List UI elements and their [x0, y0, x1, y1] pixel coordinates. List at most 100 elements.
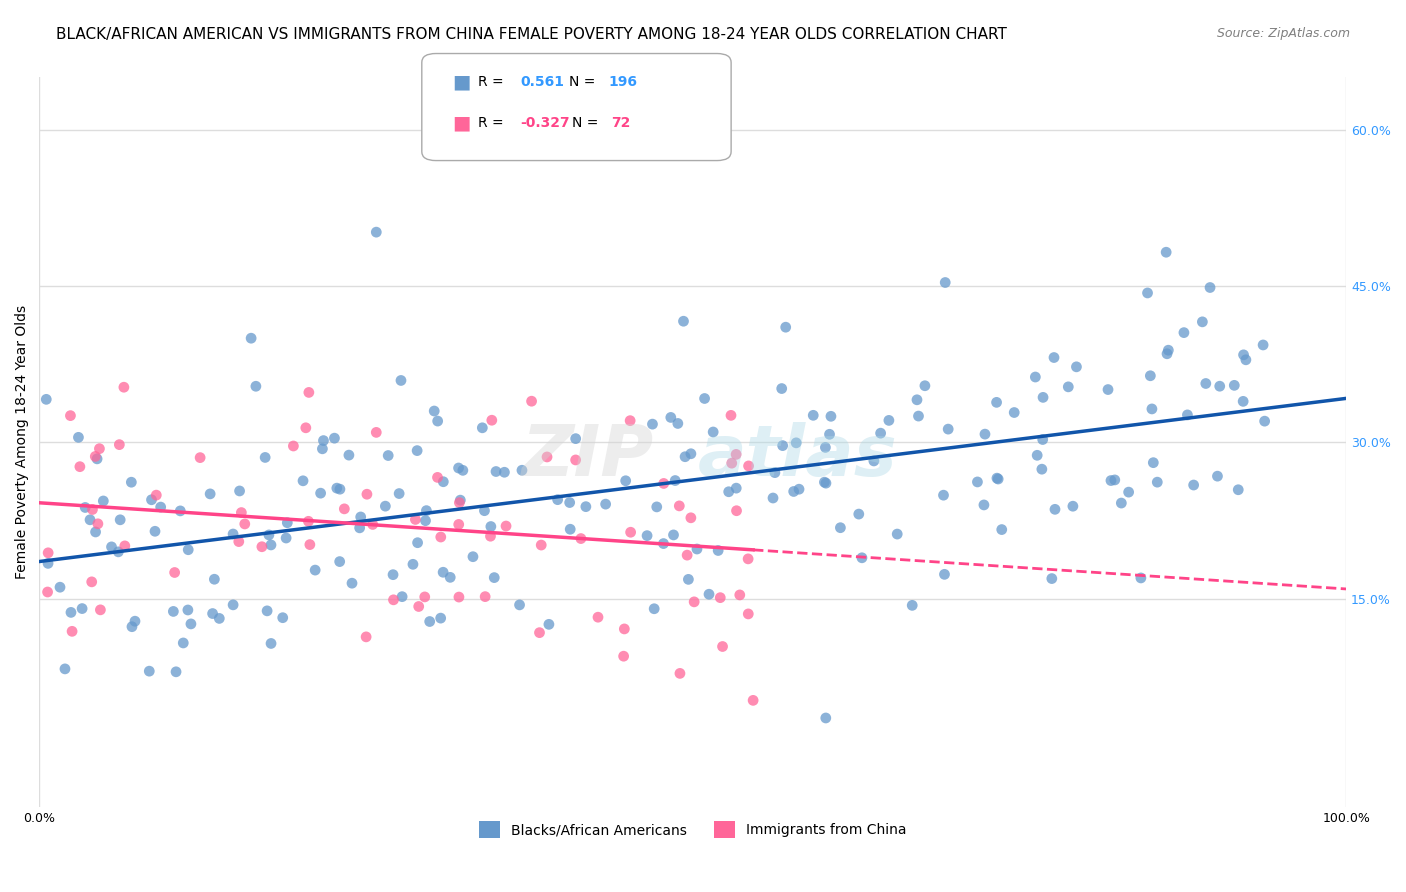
Immigrants from China — [228, 534, 250, 549]
Blacks/African Americans — [1097, 383, 1119, 397]
Immigrants from China — [297, 514, 319, 528]
Immigrants from China — [408, 599, 430, 614]
Blacks/African Americans — [509, 598, 531, 612]
Immigrants from China — [613, 622, 636, 636]
Blacks/African Americans — [340, 576, 363, 591]
Immigrants from China — [233, 516, 256, 531]
Blacks/African Americans — [59, 606, 82, 620]
Immigrants from China — [163, 566, 186, 580]
Immigrants from China — [668, 499, 690, 513]
Blacks/African Americans — [966, 475, 988, 489]
Immigrants from China — [69, 459, 91, 474]
Blacks/African Americans — [70, 601, 93, 615]
Immigrants from China — [114, 539, 136, 553]
Blacks/African Americans — [35, 392, 58, 407]
Blacks/African Americans — [1040, 572, 1063, 586]
Blacks/African Americans — [391, 590, 413, 604]
Blacks/African Americans — [990, 523, 1012, 537]
Blacks/African Americans — [641, 417, 664, 431]
Blacks/African Americans — [1232, 348, 1254, 362]
Blacks/African Americans — [67, 430, 90, 444]
Blacks/African Americans — [614, 474, 637, 488]
Blacks/African Americans — [697, 587, 720, 601]
Blacks/African Americans — [389, 374, 412, 388]
Blacks/African Americans — [914, 378, 936, 392]
Blacks/African Americans — [91, 494, 114, 508]
Blacks/African Americans — [702, 425, 724, 439]
Blacks/African Americans — [787, 482, 810, 496]
Immigrants from China — [530, 538, 553, 552]
Immigrants from China — [481, 413, 503, 427]
Blacks/African Americans — [260, 636, 283, 650]
Blacks/African Americans — [124, 614, 146, 628]
Blacks/African Americans — [149, 500, 172, 514]
Text: N =: N = — [569, 75, 596, 89]
Blacks/African Americans — [848, 507, 870, 521]
Immigrants from China — [447, 517, 470, 532]
Blacks/African Americans — [1173, 326, 1195, 340]
Text: Source: ZipAtlas.com: Source: ZipAtlas.com — [1216, 27, 1350, 40]
Blacks/African Americans — [1223, 378, 1246, 392]
Blacks/African Americans — [1177, 408, 1199, 422]
Immigrants from China — [231, 506, 253, 520]
Blacks/African Americans — [1043, 502, 1066, 516]
Blacks/African Americans — [636, 528, 658, 542]
Immigrants from China — [679, 510, 702, 524]
Immigrants from China — [60, 624, 83, 639]
Immigrants from China — [82, 502, 104, 516]
Immigrants from China — [295, 421, 318, 435]
Blacks/African Americans — [564, 432, 586, 446]
Immigrants from China — [333, 501, 356, 516]
Immigrants from China — [426, 470, 449, 484]
Blacks/African Americans — [1195, 376, 1218, 391]
Blacks/African Americans — [537, 617, 560, 632]
Blacks/African Americans — [643, 601, 665, 615]
Blacks/African Americans — [820, 409, 842, 424]
Blacks/African Americans — [1157, 343, 1180, 358]
Blacks/African Americans — [53, 662, 76, 676]
Blacks/African Americans — [165, 665, 187, 679]
Immigrants from China — [676, 548, 699, 562]
Immigrants from China — [737, 607, 759, 621]
Blacks/African Americans — [323, 431, 346, 445]
Blacks/African Americans — [311, 442, 333, 456]
Immigrants from China — [683, 595, 706, 609]
Blacks/African Americans — [439, 570, 461, 584]
Blacks/African Americans — [208, 611, 231, 625]
Blacks/African Americans — [485, 465, 508, 479]
Blacks/African Americans — [932, 488, 955, 502]
Immigrants from China — [479, 529, 502, 543]
Blacks/African Americans — [1118, 485, 1140, 500]
Blacks/African Americans — [1111, 496, 1133, 510]
Blacks/African Americans — [254, 450, 277, 465]
Blacks/African Americans — [558, 495, 581, 509]
Blacks/African Americans — [276, 531, 298, 545]
Immigrants from China — [737, 552, 759, 566]
Blacks/African Americans — [198, 487, 221, 501]
Blacks/African Americans — [1002, 405, 1025, 419]
Blacks/African Americans — [547, 492, 569, 507]
Immigrants from China — [89, 603, 111, 617]
Immigrants from China — [112, 380, 135, 394]
Blacks/African Americans — [782, 484, 804, 499]
Blacks/African Americans — [426, 414, 449, 428]
Blacks/African Americans — [1032, 433, 1054, 447]
Blacks/African Americans — [121, 620, 143, 634]
Blacks/African Americans — [415, 514, 437, 528]
Blacks/African Americans — [934, 567, 956, 582]
Blacks/African Americans — [1026, 448, 1049, 462]
Immigrants from China — [709, 591, 731, 605]
Blacks/African Americans — [276, 516, 298, 530]
Blacks/African Americans — [673, 450, 696, 464]
Blacks/African Americans — [1129, 571, 1152, 585]
Immigrants from China — [361, 517, 384, 532]
Immigrants from China — [586, 610, 609, 624]
Blacks/African Americans — [240, 331, 263, 345]
Blacks/African Americans — [785, 435, 807, 450]
Blacks/African Americans — [1140, 401, 1163, 416]
Blacks/African Americans — [707, 543, 730, 558]
Blacks/African Americans — [388, 486, 411, 500]
Blacks/African Americans — [662, 528, 685, 542]
Blacks/African Americans — [304, 563, 326, 577]
Blacks/African Americans — [1043, 351, 1066, 365]
